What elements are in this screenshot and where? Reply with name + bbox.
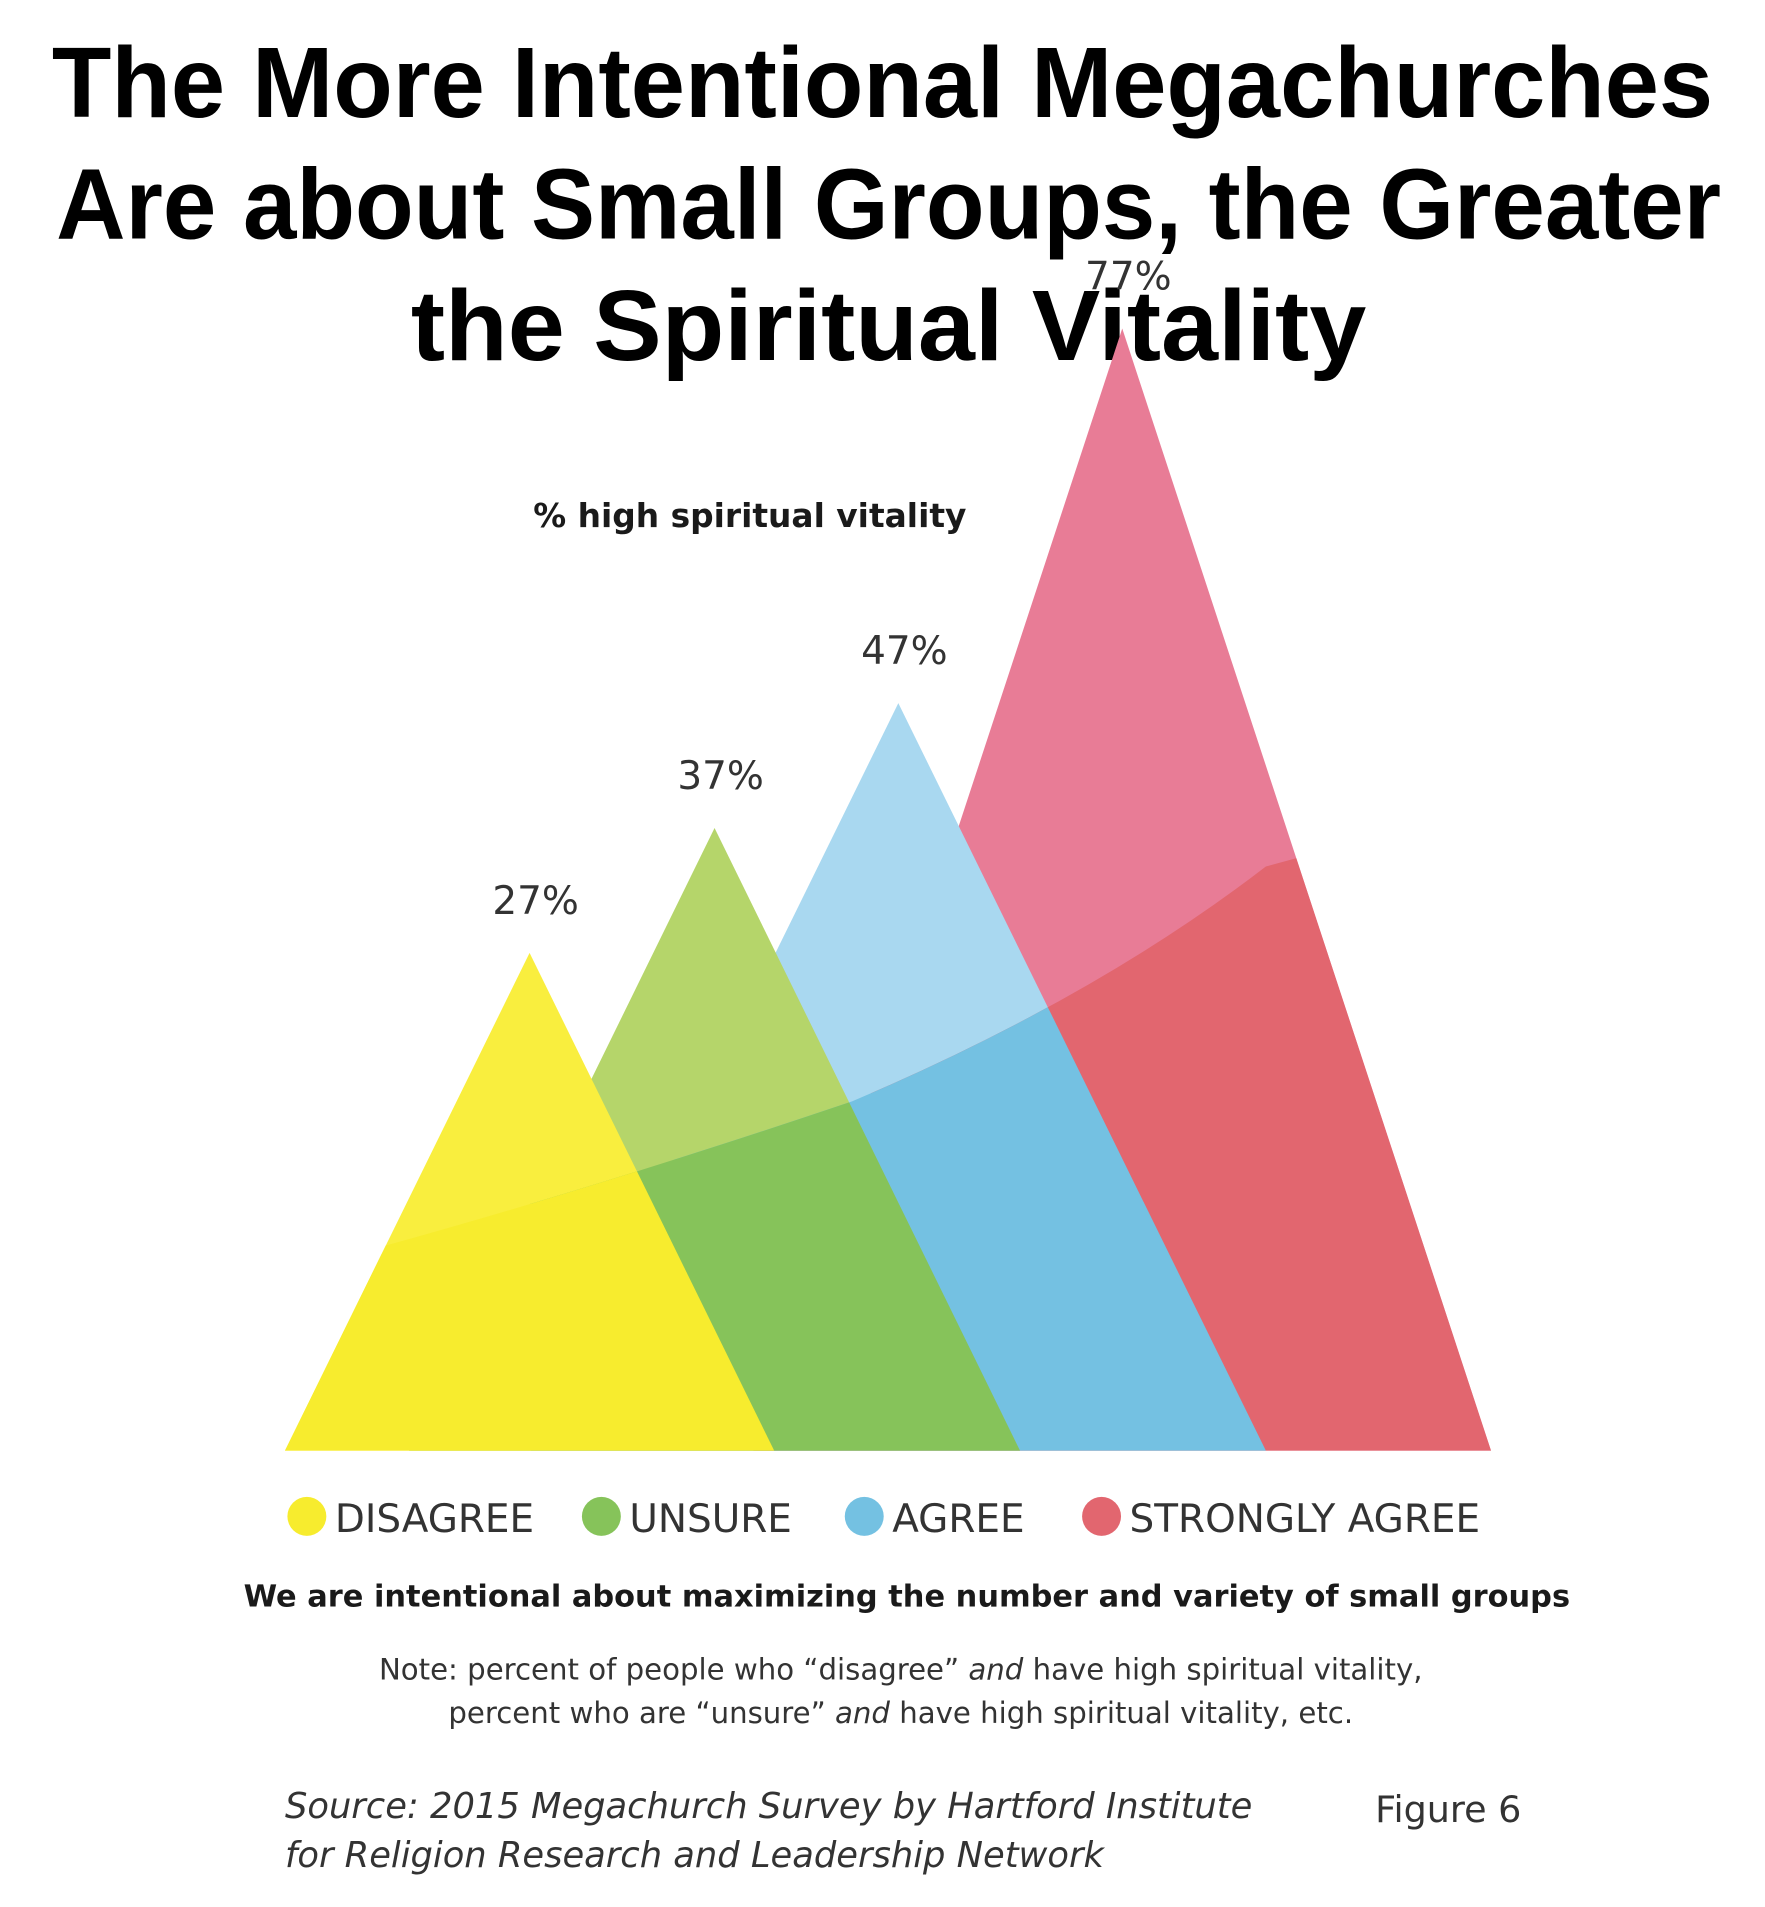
legend-swatch bbox=[287, 1496, 327, 1536]
chart-title-line-1: The More Intentional Megachurches bbox=[52, 28, 1713, 139]
legend-swatch bbox=[844, 1496, 884, 1536]
legend-swatch bbox=[1082, 1496, 1122, 1536]
data-label: 77% bbox=[1085, 255, 1172, 300]
legend-label: DISAGREE bbox=[335, 1497, 534, 1542]
note-line-2: percent who are “unsure” and have high s… bbox=[448, 1696, 1353, 1730]
legend-label: STRONGLY AGREE bbox=[1130, 1497, 1481, 1542]
source-line-1: Source: 2015 Megachurch Survey by Hartfo… bbox=[285, 1786, 1252, 1827]
data-label: 47% bbox=[861, 629, 948, 674]
data-label: 37% bbox=[677, 754, 764, 799]
legend-label: UNSURE bbox=[629, 1497, 792, 1542]
chart-title-line-3: the Spiritual Vitality bbox=[411, 271, 1366, 382]
chart-title-line-2: Are about Small Groups, the Greater bbox=[56, 150, 1721, 261]
legend-swatch bbox=[581, 1496, 621, 1536]
note-line-1: Note: percent of people who “disagree” a… bbox=[379, 1652, 1423, 1686]
chart-subtitle: % high spiritual vitality bbox=[533, 497, 966, 535]
legend-label: AGREE bbox=[892, 1497, 1024, 1542]
figure-label: Figure 6 bbox=[1375, 1788, 1521, 1831]
data-label: 27% bbox=[492, 879, 579, 924]
x-axis-label: We are intentional about maximizing the … bbox=[244, 1579, 1570, 1614]
source-line-2: for Religion Research and Leadership Net… bbox=[285, 1835, 1106, 1876]
